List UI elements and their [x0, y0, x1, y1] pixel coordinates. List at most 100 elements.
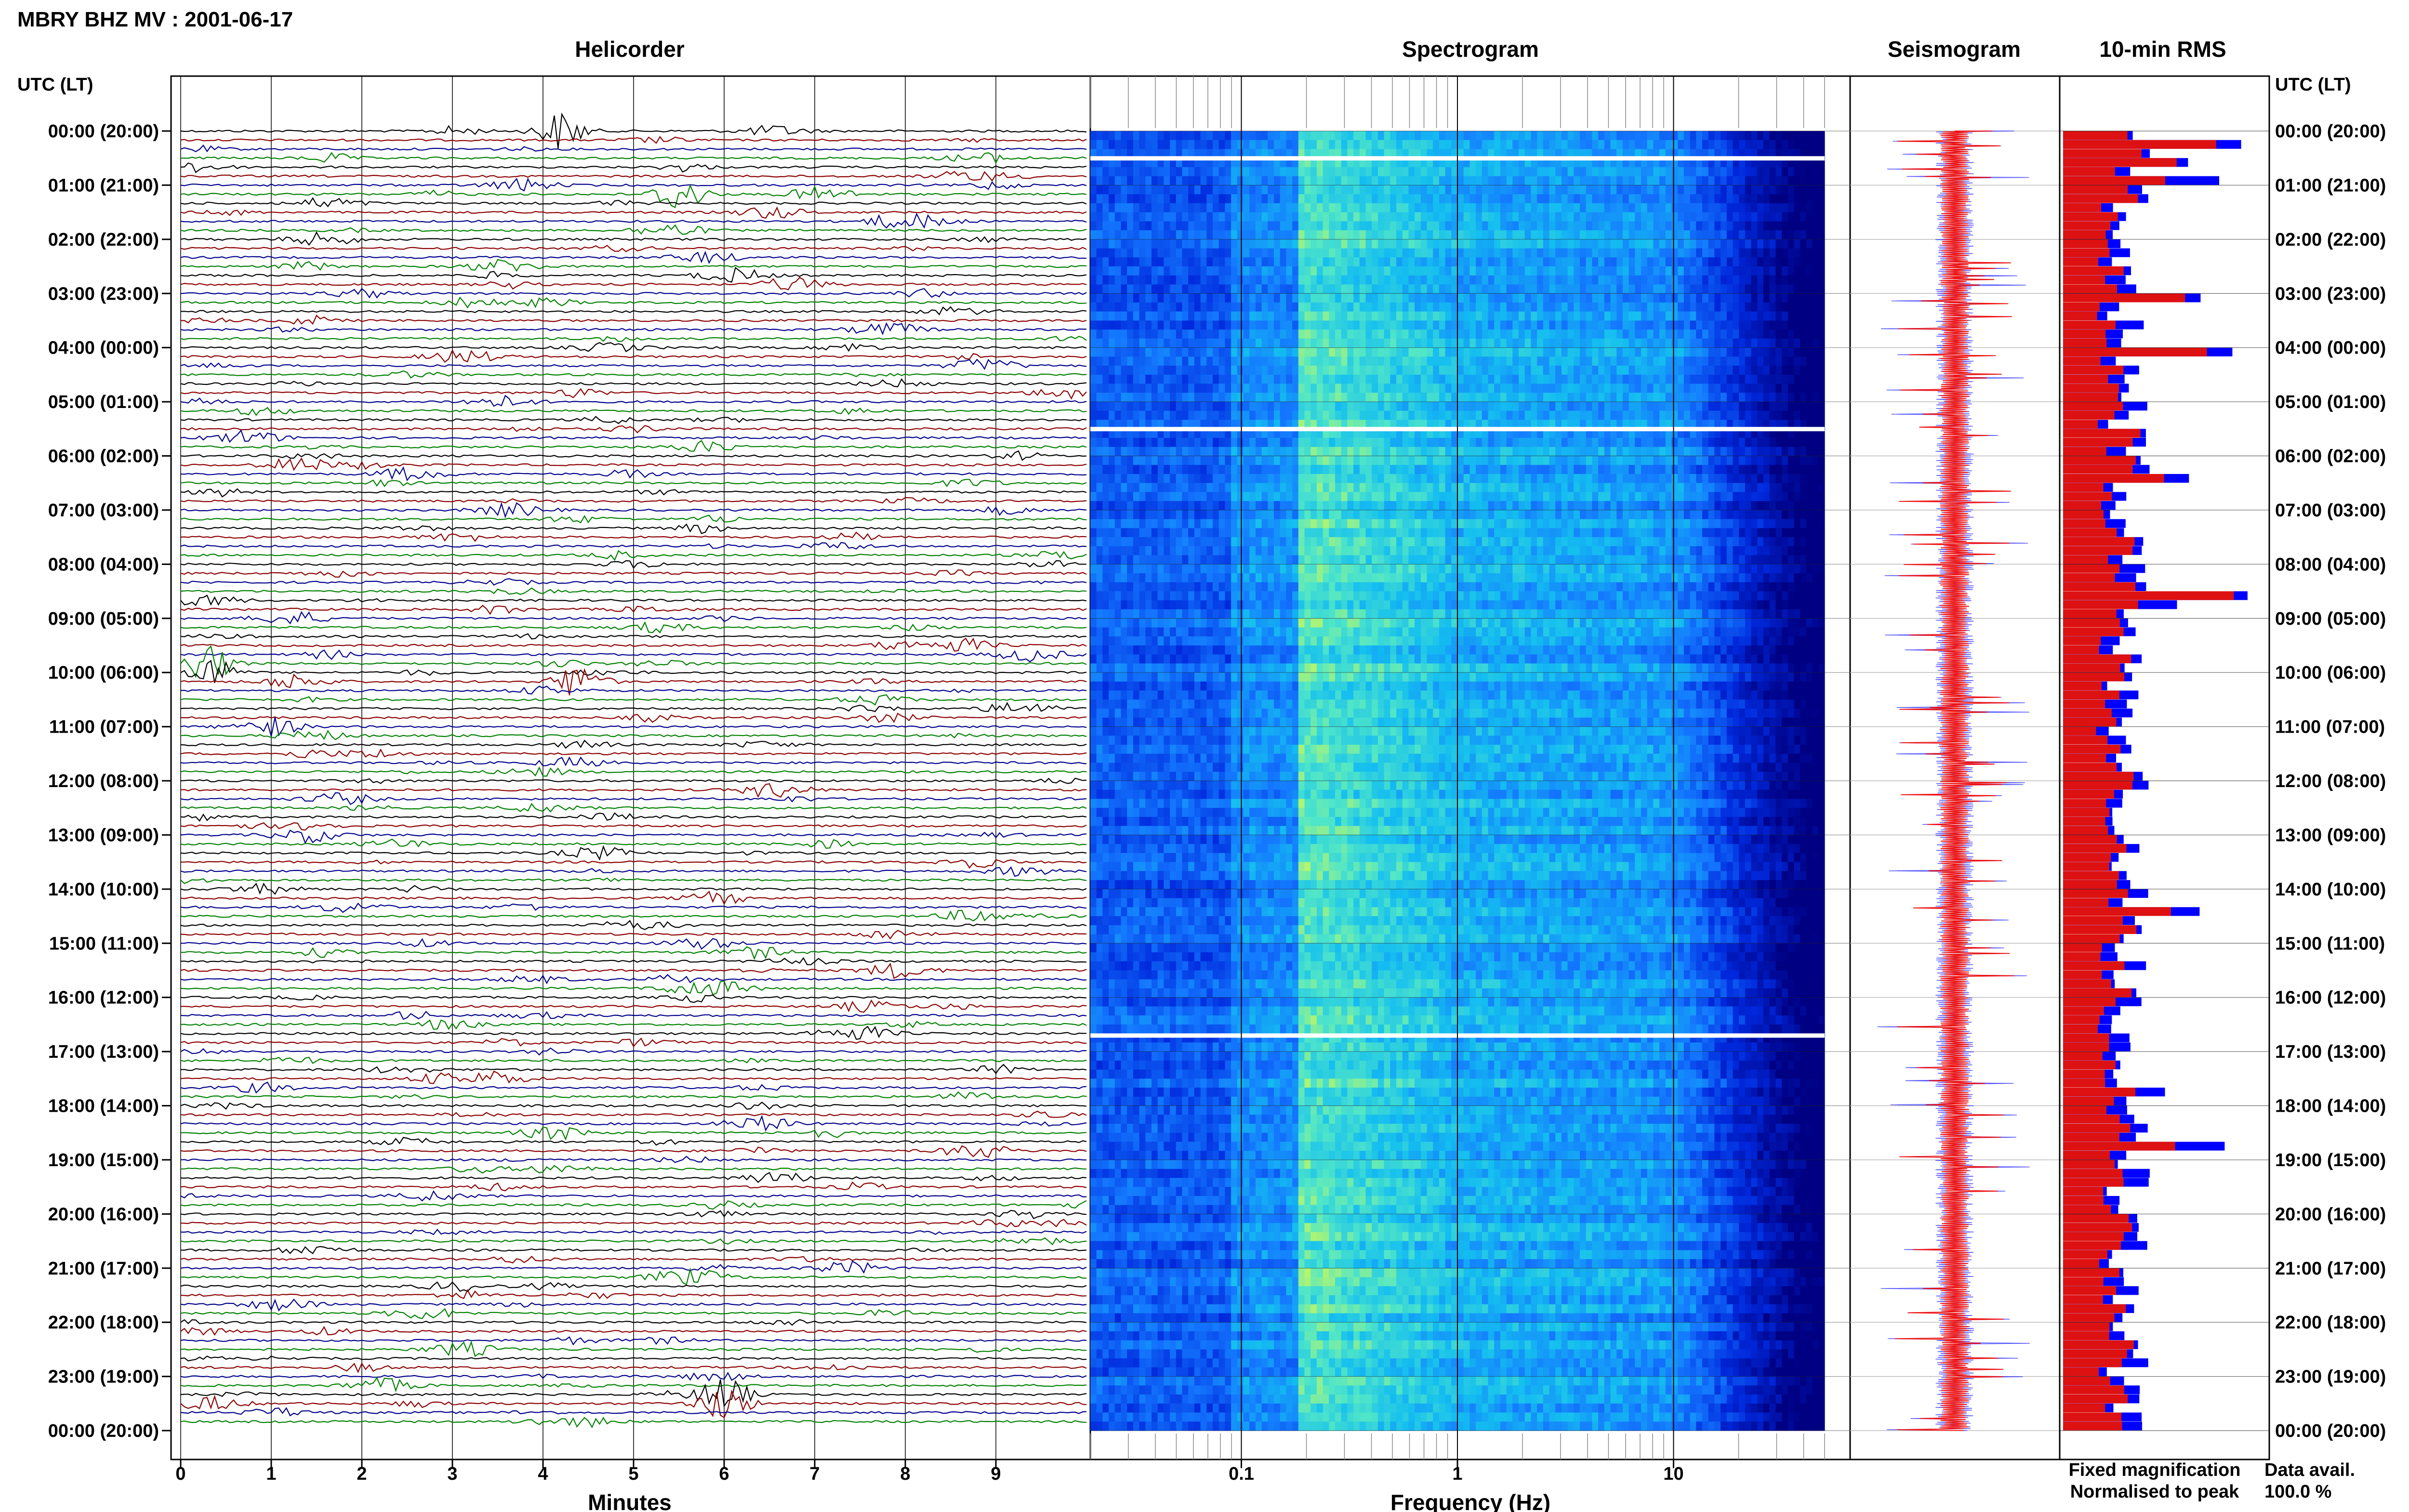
spectrogram-cell — [1194, 339, 1201, 348]
spectrogram-cell — [1115, 339, 1121, 348]
spectrogram-cell — [1806, 402, 1813, 411]
spectrogram-cell — [1770, 185, 1776, 194]
spectrogram-cell — [1568, 393, 1574, 402]
spectrogram-cell — [1464, 276, 1470, 285]
spectrogram-cell — [1396, 140, 1403, 149]
spectrogram-cell — [1274, 483, 1280, 492]
spectrogram-cell — [1090, 465, 1097, 474]
spectrogram-cell — [1188, 312, 1194, 321]
spectrogram-cell — [1335, 384, 1341, 393]
spectrogram-cell — [1623, 203, 1629, 212]
spectrogram-cell — [1782, 384, 1788, 393]
spectrogram-cell — [1360, 266, 1366, 276]
spectrogram-cell — [1145, 176, 1152, 185]
spectrogram-cell — [1213, 348, 1219, 357]
spectrogram-cell — [1372, 194, 1378, 203]
spectrogram-cell — [1335, 176, 1341, 185]
spectrogram-cell — [1347, 167, 1353, 176]
spectrogram-cell — [1206, 447, 1213, 456]
spectrogram-cell — [1305, 356, 1311, 366]
spectrogram-cell — [1145, 167, 1152, 176]
spectrogram-cell — [1763, 203, 1770, 212]
spectrogram-cell — [1274, 356, 1280, 366]
spectrogram-cell — [1213, 285, 1219, 294]
spectrogram-cell — [1482, 366, 1488, 375]
spectrogram-cell — [1469, 321, 1476, 330]
spectrogram-cell — [1714, 293, 1721, 302]
spectrogram-cell — [1549, 339, 1556, 348]
spectrogram-cell — [1384, 456, 1390, 465]
spectrogram-cell — [1543, 249, 1549, 258]
spectrogram-cell — [1188, 257, 1194, 266]
spectrogram-cell — [1684, 384, 1690, 393]
spectrogram-cell — [1353, 456, 1360, 465]
spectrogram-cell — [1390, 474, 1396, 483]
spectrogram-cell — [1298, 203, 1305, 212]
spectrogram-cell — [1317, 329, 1323, 339]
spectrogram-cell — [1244, 194, 1250, 203]
spectrogram-cell — [1201, 239, 1207, 249]
spectrogram-cell — [1176, 465, 1182, 474]
spectrogram-cell — [1598, 230, 1604, 239]
spectrogram-cell — [1512, 203, 1519, 212]
spectrogram-cell — [1403, 257, 1409, 266]
spectrogram-cell — [1512, 438, 1519, 447]
spectrogram-cell — [1249, 447, 1256, 456]
spectrogram-cell — [1390, 438, 1396, 447]
spectrogram-cell — [1611, 348, 1617, 357]
spectrogram-cell — [1249, 402, 1256, 411]
spectrogram-cell — [1464, 140, 1470, 149]
spectrogram-cell — [1378, 285, 1384, 294]
spectrogram-cell — [1145, 312, 1152, 321]
spectrogram-cell — [1598, 285, 1604, 294]
spectrogram-cell — [1292, 474, 1298, 483]
spectrogram-cell — [1427, 176, 1433, 185]
spectrogram-cell — [1188, 329, 1194, 339]
spectrogram-cell — [1305, 194, 1311, 203]
spectrogram-cell — [1305, 249, 1311, 258]
spectrogram-cell — [1292, 356, 1298, 366]
spectrogram-cell — [1763, 285, 1770, 294]
spectrogram-cell — [1427, 239, 1433, 249]
spectrogram-cell — [1341, 285, 1348, 294]
spectrogram-cell — [1500, 239, 1507, 249]
spectrogram-cell — [1721, 438, 1727, 447]
spectrogram-cell — [1090, 339, 1097, 348]
spectrogram-cell — [1586, 239, 1592, 249]
spectrogram-cell — [1145, 293, 1152, 302]
spectrogram-cell — [1451, 339, 1457, 348]
spectrogram-cell — [1109, 293, 1115, 302]
spectrogram-cell — [1231, 483, 1237, 492]
spectrogram-cell — [1164, 375, 1170, 384]
spectrogram-cell — [1231, 140, 1237, 149]
spectrogram-cell — [1714, 239, 1721, 249]
spectrogram-cell — [1268, 257, 1274, 266]
spectrogram-cell — [1782, 348, 1788, 357]
spectrogram-cell — [1164, 212, 1170, 222]
spectrogram-cell — [1109, 447, 1115, 456]
spectrogram-cell — [1457, 176, 1464, 185]
spectrogram-cell — [1788, 249, 1794, 258]
spectrogram-cell — [1121, 447, 1127, 456]
spectrogram-cell — [1818, 456, 1825, 465]
spectrogram-cell — [1403, 438, 1409, 447]
spectrogram-cell — [1562, 257, 1568, 266]
spectrogram-cell — [1286, 411, 1292, 420]
spectrogram-cell — [1139, 411, 1146, 420]
spectrogram-cell — [1310, 212, 1317, 222]
spectrogram-cell — [1672, 456, 1678, 465]
spectrogram-cell — [1641, 212, 1647, 222]
spectrogram-cell — [1237, 293, 1244, 302]
spectrogram-cell — [1305, 167, 1311, 176]
spectrogram-cell — [1109, 456, 1115, 465]
spectrogram-cell — [1714, 131, 1721, 140]
spectrogram-cell — [1384, 329, 1390, 339]
spectrogram-cell — [1286, 185, 1292, 194]
spectrogram-cell — [1623, 239, 1629, 249]
spectrogram-cell — [1666, 203, 1672, 212]
spectrogram-cell — [1323, 402, 1329, 411]
spectrogram-cell — [1800, 167, 1806, 176]
spectrogram-cell — [1127, 167, 1133, 176]
spectrogram-cell — [1225, 167, 1231, 176]
spectrogram-cell — [1562, 131, 1568, 140]
